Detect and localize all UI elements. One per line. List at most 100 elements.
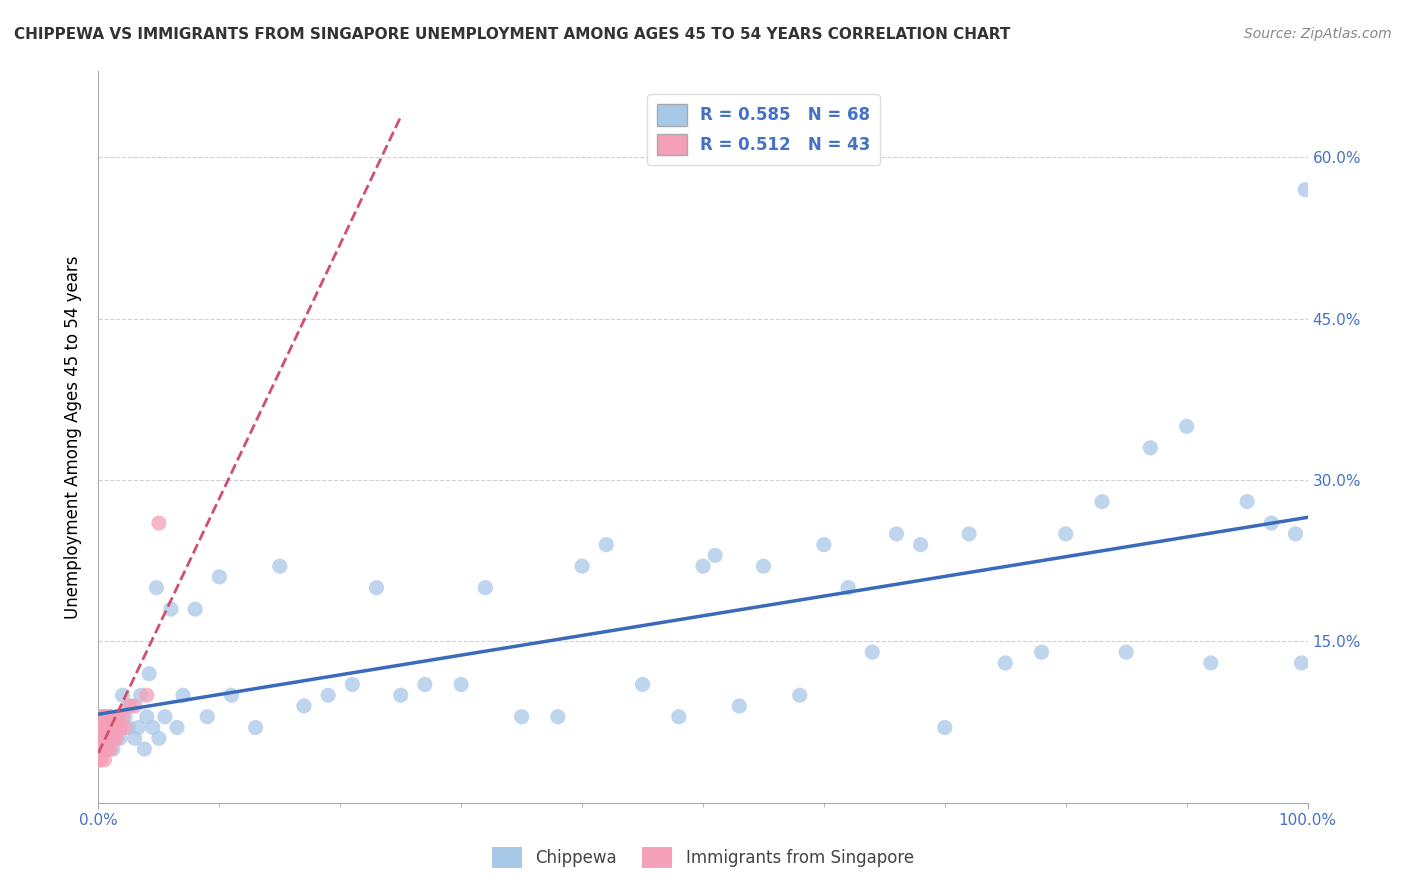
Point — [111, 688, 134, 702]
Point — [316, 688, 339, 702]
Point — [118, 721, 141, 735]
Point — [100, 721, 122, 735]
Point — [1091, 494, 1114, 508]
Point — [148, 731, 170, 746]
Point — [90, 742, 112, 756]
Point — [90, 753, 112, 767]
Point — [692, 559, 714, 574]
Point — [934, 721, 956, 735]
Point — [1175, 419, 1198, 434]
Legend: Chippewa, Immigrants from Singapore: Chippewa, Immigrants from Singapore — [485, 840, 921, 875]
Point — [127, 721, 149, 735]
Point — [704, 549, 727, 563]
Point — [389, 688, 412, 702]
Point — [111, 710, 134, 724]
Point — [97, 742, 120, 756]
Point — [91, 721, 114, 735]
Point — [91, 731, 114, 746]
Point — [93, 731, 115, 746]
Point — [142, 721, 165, 735]
Point — [114, 721, 136, 735]
Point — [1260, 516, 1282, 530]
Point — [94, 710, 117, 724]
Point — [97, 721, 120, 735]
Point — [145, 581, 167, 595]
Point — [91, 710, 114, 724]
Point — [91, 742, 114, 756]
Point — [93, 753, 115, 767]
Point — [245, 721, 267, 735]
Point — [98, 731, 121, 746]
Point — [631, 677, 654, 691]
Point — [94, 742, 117, 756]
Point — [172, 688, 194, 702]
Point — [366, 581, 388, 595]
Point — [1115, 645, 1137, 659]
Point — [752, 559, 775, 574]
Point — [957, 527, 980, 541]
Point — [93, 731, 115, 746]
Point — [91, 742, 114, 756]
Point — [208, 570, 231, 584]
Point — [98, 710, 121, 724]
Point — [160, 602, 183, 616]
Point — [108, 721, 131, 735]
Point — [93, 721, 115, 735]
Point — [103, 731, 125, 746]
Point — [105, 731, 128, 746]
Point — [108, 731, 131, 746]
Text: Source: ZipAtlas.com: Source: ZipAtlas.com — [1244, 27, 1392, 41]
Point — [728, 698, 751, 713]
Point — [114, 710, 136, 724]
Point — [413, 677, 436, 691]
Point — [101, 742, 124, 756]
Point — [89, 721, 111, 735]
Point — [1054, 527, 1077, 541]
Point — [269, 559, 291, 574]
Point — [138, 666, 160, 681]
Point — [120, 698, 142, 713]
Point — [547, 710, 569, 724]
Point — [994, 656, 1017, 670]
Point — [571, 559, 593, 574]
Point — [1236, 494, 1258, 508]
Point — [105, 721, 128, 735]
Point — [668, 710, 690, 724]
Point — [184, 602, 207, 616]
Point — [104, 721, 127, 735]
Point — [91, 710, 114, 724]
Point — [474, 581, 496, 595]
Point — [910, 538, 932, 552]
Point — [107, 710, 129, 724]
Point — [96, 710, 118, 724]
Text: CHIPPEWA VS IMMIGRANTS FROM SINGAPORE UNEMPLOYMENT AMONG AGES 45 TO 54 YEARS COR: CHIPPEWA VS IMMIGRANTS FROM SINGAPORE UN… — [14, 27, 1011, 42]
Point — [860, 645, 883, 659]
Point — [89, 742, 111, 756]
Point — [89, 753, 111, 767]
Point — [1031, 645, 1053, 659]
Legend: R = 0.585   N = 68, R = 0.512   N = 43: R = 0.585 N = 68, R = 0.512 N = 43 — [647, 95, 880, 166]
Point — [100, 731, 122, 746]
Point — [90, 710, 112, 724]
Y-axis label: Unemployment Among Ages 45 to 54 years: Unemployment Among Ages 45 to 54 years — [65, 255, 83, 619]
Point — [813, 538, 835, 552]
Point — [1199, 656, 1222, 670]
Point — [124, 698, 146, 713]
Point — [101, 721, 124, 735]
Point — [153, 710, 176, 724]
Point — [166, 721, 188, 735]
Point — [886, 527, 908, 541]
Point — [837, 581, 859, 595]
Point — [789, 688, 811, 702]
Point — [96, 731, 118, 746]
Point — [1284, 527, 1306, 541]
Point — [100, 742, 122, 756]
Point — [292, 698, 315, 713]
Point — [135, 710, 157, 724]
Point — [221, 688, 243, 702]
Point — [90, 731, 112, 746]
Point — [94, 731, 117, 746]
Point — [148, 516, 170, 530]
Point — [135, 688, 157, 702]
Point — [118, 698, 141, 713]
